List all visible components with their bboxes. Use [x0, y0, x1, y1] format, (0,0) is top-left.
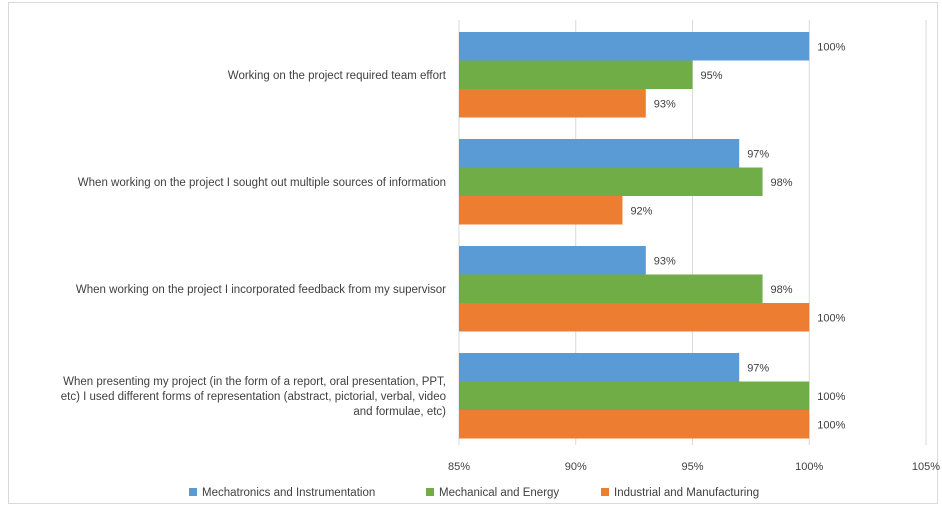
- category-label: Working on the project required team eff…: [228, 70, 447, 82]
- data-label: 97%: [747, 362, 769, 374]
- data-label: 93%: [654, 255, 676, 267]
- bar-3-2: [459, 196, 623, 225]
- bar-1-3: [459, 246, 646, 275]
- data-label: 98%: [771, 284, 793, 296]
- data-label: 97%: [747, 148, 769, 160]
- bar-3-1: [459, 89, 646, 118]
- data-label: 100%: [817, 312, 845, 324]
- category-label: etc) I used different forms of represent…: [61, 391, 446, 403]
- legend-label: Industrial and Manufacturing: [614, 487, 759, 499]
- x-tick-label: 85%: [448, 461, 470, 473]
- bar-2-2: [459, 167, 763, 196]
- legend-swatch: [426, 488, 434, 496]
- category-label: and formulae, etc): [353, 406, 446, 418]
- data-label: 100%: [817, 41, 845, 53]
- x-tick-label: 90%: [565, 461, 587, 473]
- data-label: 93%: [654, 98, 676, 110]
- bar-3-4: [459, 410, 810, 439]
- bar-2-3: [459, 274, 763, 303]
- legend-swatch: [189, 488, 197, 496]
- x-tick-label: 95%: [681, 461, 703, 473]
- legend-label: Mechatronics and Instrumentation: [202, 487, 375, 499]
- category-label: When working on the project I incorporat…: [76, 284, 446, 296]
- bar-1-2: [459, 139, 740, 168]
- bar-1-1: [459, 32, 810, 61]
- x-tick-label: 105%: [912, 461, 940, 473]
- bar-2-4: [459, 381, 810, 410]
- x-tick-label: 100%: [795, 461, 823, 473]
- data-label: 95%: [701, 70, 723, 82]
- legend-swatch: [601, 488, 609, 496]
- category-label: When presenting my project (in the form …: [63, 376, 446, 388]
- data-label: 92%: [630, 205, 652, 217]
- bar-1-4: [459, 353, 740, 382]
- data-label: 100%: [817, 419, 845, 431]
- legend-label: Mechanical and Energy: [439, 487, 559, 499]
- data-label: 98%: [771, 177, 793, 189]
- data-label: 100%: [817, 391, 845, 403]
- bar-3-3: [459, 303, 810, 332]
- bar-2-1: [459, 60, 693, 89]
- category-label: When working on the project I sought out…: [78, 177, 446, 189]
